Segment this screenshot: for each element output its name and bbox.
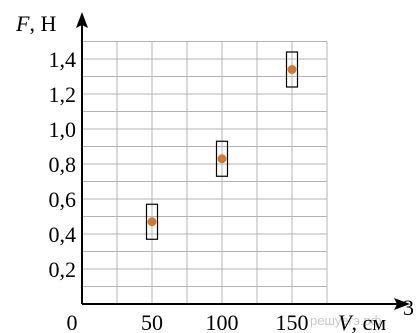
point-marker — [217, 154, 227, 164]
y-tick-label: 0,8 — [49, 152, 77, 177]
x-axis-separator: , — [351, 310, 362, 333]
x-axis-arrow-icon — [394, 298, 410, 310]
watermark: решуегэ.рф — [310, 313, 382, 328]
x-axis-unit: см — [362, 310, 386, 333]
data-point — [215, 140, 229, 177]
y-axis-separator: , — [29, 11, 40, 36]
y-tick-label: 1,2 — [49, 82, 77, 107]
error-box — [285, 51, 299, 88]
data-point — [145, 203, 159, 240]
x-axis-label: V, см — [338, 310, 386, 333]
x-axis-symbol: V — [338, 310, 354, 333]
error-box — [215, 140, 229, 177]
x-tick-labels: 50 100 150 — [141, 310, 309, 333]
x-tick-label: 150 — [276, 310, 309, 333]
point-marker — [287, 65, 297, 74]
point-marker — [147, 217, 157, 227]
y-axis-arrow-icon — [76, 12, 88, 28]
y-tick-label: 0,4 — [49, 222, 77, 247]
y-tick-labels: 0,2 0,4 0,6 0,8 1,0 1,2 1,4 — [49, 47, 77, 282]
axes — [76, 12, 410, 310]
y-axis-unit: Н — [40, 11, 56, 36]
data-points — [145, 51, 299, 240]
x-tick-label: 100 — [206, 310, 239, 333]
y-tick-label: 0,2 — [49, 257, 77, 282]
y-tick-label: 0,6 — [49, 187, 77, 212]
x-axis-unit-power: 3 — [403, 295, 414, 320]
y-tick-label: 1,0 — [49, 117, 77, 142]
grid — [82, 41, 328, 304]
x-tick-label: 50 — [141, 310, 163, 333]
origin-label: 0 — [67, 310, 78, 333]
y-tick-label: 1,4 — [49, 47, 77, 72]
data-point — [285, 51, 299, 88]
y-axis-label: F, Н — [15, 11, 56, 36]
error-box — [145, 203, 159, 240]
y-axis-symbol: F — [15, 11, 30, 36]
